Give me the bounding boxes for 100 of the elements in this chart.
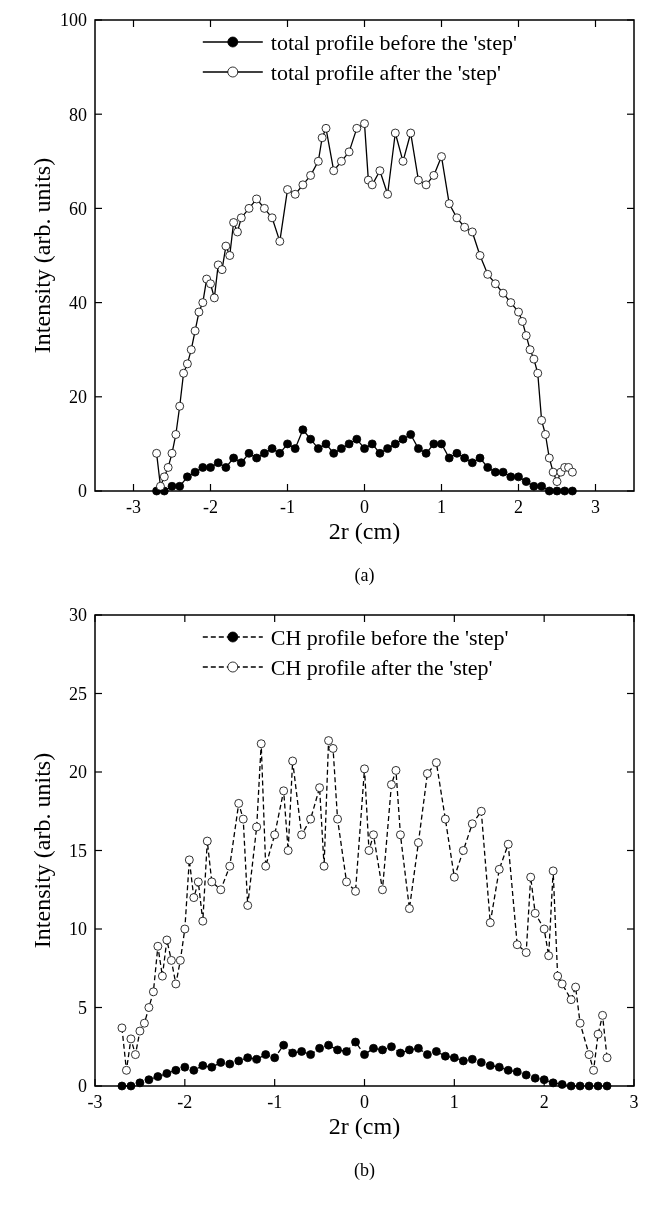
point [387, 1042, 396, 1052]
point [530, 1073, 540, 1083]
point [329, 448, 339, 458]
point [313, 444, 323, 454]
point [290, 444, 300, 454]
point [378, 1045, 387, 1055]
y-tick-label: 5 [78, 997, 87, 1018]
point [144, 1075, 154, 1085]
point [288, 1048, 298, 1058]
point [171, 1065, 181, 1075]
point [234, 1056, 244, 1066]
point [398, 434, 408, 444]
point [252, 1054, 262, 1064]
point [351, 1037, 360, 1047]
point [506, 472, 516, 482]
x-tick-label: -2 [203, 497, 218, 517]
point [512, 1067, 522, 1077]
point [539, 1075, 549, 1085]
point [406, 430, 416, 439]
x-tick-label: 3 [591, 497, 600, 517]
point [221, 463, 231, 472]
point [275, 448, 285, 458]
y-tick-label: 0 [78, 481, 87, 502]
point [467, 458, 477, 468]
point [198, 1061, 208, 1070]
point [297, 1047, 307, 1056]
point [422, 1050, 432, 1059]
point [352, 434, 362, 444]
y-tick-label: 30 [69, 605, 87, 626]
y-tick-label: 25 [69, 683, 87, 704]
point [283, 439, 292, 449]
point [476, 1058, 486, 1067]
x-tick-label: 2 [514, 497, 523, 517]
y-tick-label: 0 [78, 1076, 87, 1097]
y-tick-label: 20 [69, 387, 87, 408]
x-tick-label: -3 [126, 497, 141, 517]
point [452, 448, 462, 458]
y-tick-label: 20 [69, 762, 87, 783]
point [360, 1050, 369, 1059]
point [333, 1045, 342, 1055]
point [514, 472, 523, 482]
point [421, 448, 431, 458]
y-axis-title: Intensity (arb. units) [29, 752, 55, 949]
point [167, 481, 177, 491]
x-tick-label: 2 [539, 1092, 549, 1112]
point [521, 477, 531, 486]
point [298, 425, 308, 435]
point [503, 1065, 513, 1075]
legend-label: total profile after the 'step' [270, 59, 502, 85]
point [414, 444, 423, 454]
point [390, 439, 400, 449]
point [429, 439, 439, 449]
x-axis-title: 2r (cm) [328, 518, 401, 544]
y-tick-label: 15 [69, 840, 87, 861]
y-tick-label: 40 [69, 292, 87, 313]
point [337, 444, 346, 454]
point [207, 1062, 217, 1072]
x-tick-label: 3 [629, 1092, 639, 1112]
point [306, 434, 315, 444]
point [383, 444, 392, 454]
point [344, 439, 354, 449]
text: (b) [354, 1160, 375, 1181]
point [267, 444, 277, 454]
y-tick-label: 10 [69, 919, 87, 940]
point [449, 1053, 459, 1063]
point [367, 439, 377, 449]
legend-label: CH profile before the 'step' [270, 624, 509, 650]
x-tick-label: -3 [87, 1092, 103, 1112]
point [153, 1072, 163, 1081]
point [396, 1048, 405, 1058]
text: (a) [354, 565, 375, 586]
point [475, 453, 485, 463]
point [483, 463, 493, 472]
y-axis-title: Intensity (arb. units) [29, 157, 55, 354]
x-tick-label: 1 [437, 497, 446, 517]
point [206, 463, 215, 472]
point [321, 439, 331, 449]
point [198, 463, 208, 472]
point [229, 453, 238, 463]
x-tick-label: 0 [360, 497, 369, 517]
point [414, 1043, 423, 1053]
point [236, 458, 246, 468]
y-tick-label: 80 [69, 104, 87, 125]
point [467, 1054, 477, 1064]
point [521, 1070, 531, 1080]
legend-label: total profile before the 'step' [270, 29, 517, 55]
point [440, 1051, 450, 1061]
x-tick-label: -1 [267, 1092, 283, 1112]
point [431, 1047, 441, 1056]
point [260, 448, 269, 458]
point [529, 481, 539, 491]
point [369, 1043, 378, 1053]
point [494, 1062, 504, 1072]
point [244, 448, 254, 458]
point [491, 467, 500, 477]
point [270, 1053, 280, 1063]
point [405, 1045, 414, 1055]
point [243, 1053, 253, 1063]
point [225, 1059, 235, 1069]
point [485, 1061, 495, 1070]
